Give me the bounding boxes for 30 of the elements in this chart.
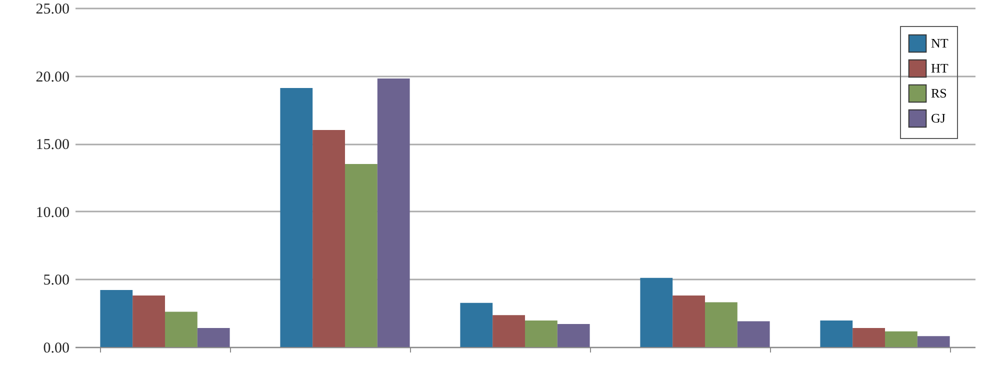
bar	[312, 130, 345, 347]
bar	[132, 295, 165, 347]
bar	[672, 295, 705, 347]
bar	[460, 302, 493, 347]
y-tick-label: 10.00	[36, 204, 70, 221]
bar	[280, 88, 313, 347]
legend-label: NT	[931, 36, 948, 50]
bar	[705, 302, 738, 347]
bar	[917, 336, 950, 347]
y-tick-label: 15.00	[36, 137, 70, 154]
y-tick-label: 25.00	[36, 2, 70, 18]
bar	[492, 315, 525, 347]
bar	[557, 324, 590, 347]
bar	[640, 278, 673, 347]
bar	[345, 164, 378, 347]
bar	[737, 321, 770, 347]
bar	[885, 331, 918, 347]
bar	[100, 290, 133, 347]
bar	[377, 78, 410, 347]
legend-label: GJ	[931, 110, 946, 126]
legend-label: RS	[931, 86, 947, 100]
bar	[820, 320, 853, 347]
bar	[165, 312, 198, 347]
y-tick-label: 20.00	[36, 69, 70, 86]
y-tick-label: 0.00	[43, 340, 70, 356]
y-tick-label: 5.00	[43, 272, 70, 289]
legend-label: HT	[931, 60, 948, 76]
bar	[197, 328, 230, 347]
bar	[525, 320, 558, 347]
bar	[852, 328, 885, 347]
